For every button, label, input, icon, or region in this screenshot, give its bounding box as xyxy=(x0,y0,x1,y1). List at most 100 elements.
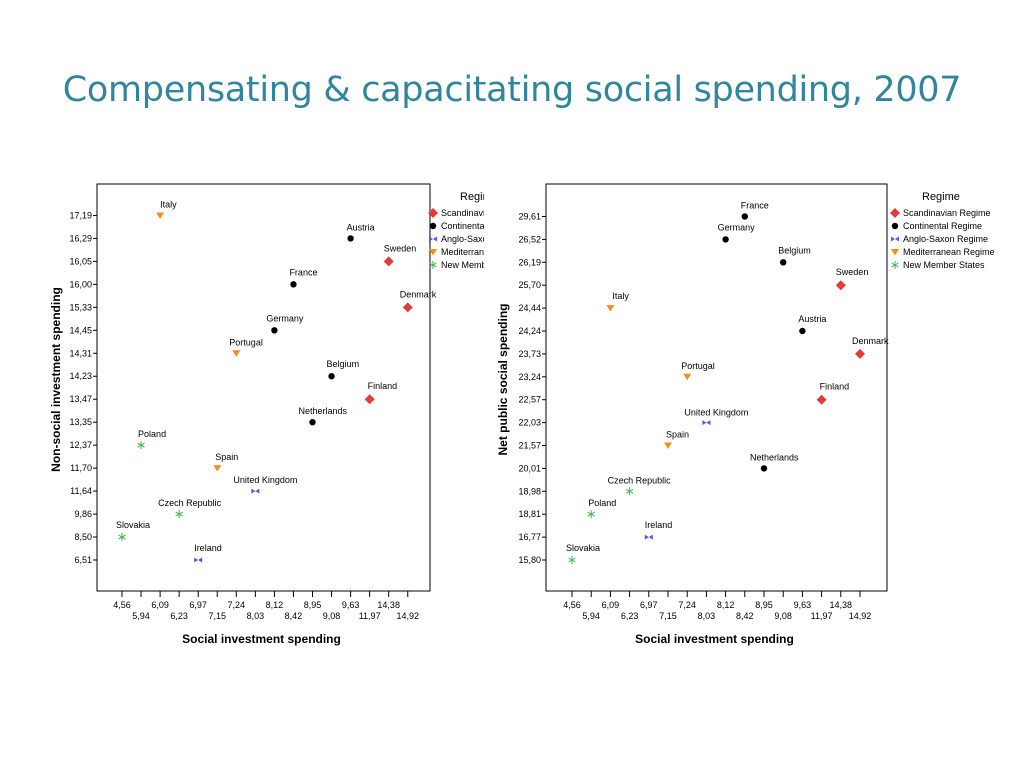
marker-spain xyxy=(213,465,222,472)
x-tick-label: 5,94 xyxy=(582,611,600,621)
point-label-austria: Austria xyxy=(347,222,375,232)
point-label-belgium: Belgium xyxy=(327,359,360,369)
y-tick-label: 16,05 xyxy=(69,256,92,266)
y-tick-label: 23,73 xyxy=(518,349,541,359)
x-tick-label: 8,95 xyxy=(755,600,773,610)
x-tick-label: 14,92 xyxy=(396,611,419,621)
point-label-italy: Italy xyxy=(612,291,629,301)
plot-frame xyxy=(96,183,431,592)
y-tick-label: 13,47 xyxy=(69,394,92,404)
marker-united-kingdom xyxy=(251,488,260,494)
marker-spain xyxy=(664,442,672,449)
x-tick-label: 6,23 xyxy=(170,611,188,621)
x-axis-title: Social investment spending xyxy=(182,632,341,646)
point-label-denmark: Denmark xyxy=(852,336,889,346)
y-tick-label: 20,01 xyxy=(518,463,541,473)
point-label-poland: Poland xyxy=(138,429,166,439)
point-label-finland: Finland xyxy=(820,382,850,392)
point-label-netherlands: Netherlands xyxy=(299,406,348,416)
y-tick-label: 29,61 xyxy=(518,212,541,222)
x-tick-label: 9,63 xyxy=(794,600,812,610)
y-tick-label: 23,24 xyxy=(518,372,541,382)
x-tick-label: 8,42 xyxy=(285,611,303,621)
marker-portugal xyxy=(232,350,241,357)
point-label-netherlands: Netherlands xyxy=(750,452,799,462)
marker-belgium xyxy=(328,373,335,380)
legend-item-mediterranean-regime: Mediterranean Regime xyxy=(441,247,533,257)
legend-item-continental-regime: Continental Regime xyxy=(903,221,982,231)
legend-item-new-member-states: New Member States xyxy=(441,260,523,270)
x-tick-label: 7,24 xyxy=(678,600,696,610)
marker-belgium xyxy=(780,259,787,266)
marker-denmark xyxy=(402,302,413,313)
y-tick-label: 26,19 xyxy=(518,257,541,267)
marker-united-kingdom xyxy=(702,420,711,426)
marker-legend-mediterranean-regime xyxy=(429,249,437,256)
marker-legend-continental-regime xyxy=(891,222,899,230)
point-label-slovakia: Slovakia xyxy=(116,520,150,530)
marker-austria xyxy=(347,235,354,242)
legend: Regime Scandinavian Regime Continental Reg… xyxy=(428,191,533,270)
point-label-italy: Italy xyxy=(160,199,177,209)
y-tick-label: 14,45 xyxy=(69,325,92,335)
legend-item-mediterranean-regime: Mediterranean Regime xyxy=(903,247,995,257)
point-label-germany: Germany xyxy=(266,313,304,323)
point-label-austria: Austria xyxy=(798,314,826,324)
y-tick-label: 21,57 xyxy=(518,441,541,451)
legend-title: Regime xyxy=(922,191,960,203)
x-tick-label: 9,63 xyxy=(342,600,360,610)
marker-sweden xyxy=(835,280,846,291)
x-axis-title: Social investment spending xyxy=(635,632,794,646)
marker-france xyxy=(290,281,297,288)
marker-finland xyxy=(816,394,827,405)
marker-czech-republic xyxy=(175,510,183,519)
point-label-portugal: Portugal xyxy=(229,337,263,347)
marker-germany xyxy=(722,236,729,243)
marker-czech-republic xyxy=(625,487,634,496)
x-tick-label: 7,24 xyxy=(228,600,246,610)
point-label-united-kingdom: United Kingdom xyxy=(233,475,297,485)
x-tick-label: 8,95 xyxy=(304,600,322,610)
y-tick-label: 15,80 xyxy=(518,555,541,565)
x-tick-label: 6,97 xyxy=(640,600,658,610)
legend-item-continental-regime: Continental Regime xyxy=(441,221,520,231)
marker-legend-mediterranean-regime xyxy=(891,249,899,256)
marker-legend-continental-regime xyxy=(429,222,437,230)
x-tick-label: 8,12 xyxy=(266,600,284,610)
y-tick-label: 11,70 xyxy=(70,463,92,473)
point-label-slovakia: Slovakia xyxy=(566,543,600,553)
marker-france xyxy=(741,213,748,220)
legend-item-anglo-saxon-regime: Anglo-Saxon Regime xyxy=(441,234,526,244)
marker-austria xyxy=(799,327,806,335)
point-label-finland: Finland xyxy=(368,381,398,391)
marker-italy xyxy=(156,212,165,219)
marker-legend-anglo-saxon-regime xyxy=(891,236,899,242)
legend-item-scandinavian-regime: Scandinavian Regime xyxy=(441,208,529,218)
marker-legend-anglo-saxon-regime xyxy=(429,236,437,242)
x-tick-label: 14,92 xyxy=(849,611,872,621)
point-label-belgium: Belgium xyxy=(778,245,811,255)
point-label-denmark: Denmark xyxy=(400,289,437,299)
y-tick-label: 12,37 xyxy=(69,440,92,450)
x-tick-label: 11,97 xyxy=(811,611,833,621)
y-tick-label: 8,50 xyxy=(74,532,92,542)
y-tick-label: 22,03 xyxy=(518,418,541,428)
marker-legend-new-member-states xyxy=(429,261,437,269)
plot-frame xyxy=(545,183,888,592)
x-tick-label: 8,03 xyxy=(698,611,716,621)
x-tick-label: 5,94 xyxy=(132,611,150,621)
x-tick-label: 6,09 xyxy=(151,600,169,610)
marker-sweden xyxy=(383,256,394,267)
y-tick-label: 17,19 xyxy=(69,210,92,220)
x-tick-label: 7,15 xyxy=(659,611,677,621)
marker-ireland xyxy=(194,557,203,563)
point-label-ireland: Ireland xyxy=(194,543,222,553)
y-tick-label: 18,81 xyxy=(518,509,541,519)
x-tick-label: 9,08 xyxy=(323,611,341,621)
marker-poland xyxy=(137,441,145,450)
marker-slovakia xyxy=(568,556,576,564)
y-tick-label: 9,86 xyxy=(74,509,92,519)
y-tick-label: 18,98 xyxy=(518,486,541,496)
point-label-france: France xyxy=(741,201,769,211)
